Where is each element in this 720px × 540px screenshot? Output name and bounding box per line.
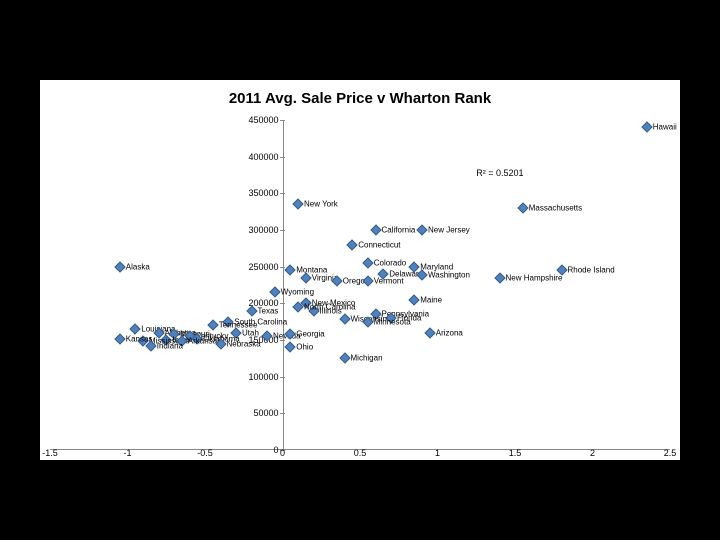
y-tick-mark (280, 377, 283, 378)
y-tick-mark (280, 267, 283, 268)
scatter-point (285, 265, 296, 276)
scatter-point (114, 261, 125, 272)
point-label: Utah (242, 328, 259, 337)
scatter-point (347, 239, 358, 250)
scatter-point (416, 224, 427, 235)
y-tick-mark (280, 230, 283, 231)
y-tick-label: 350000 (248, 188, 278, 198)
y-tick-mark (280, 303, 283, 304)
point-label: Georgia (296, 330, 324, 339)
scatter-point (362, 257, 373, 268)
point-label: North Carolina (304, 303, 356, 312)
scatter-point (339, 353, 350, 364)
point-label: Maine (420, 295, 442, 304)
point-label: Texas (258, 306, 279, 315)
point-label: New Jersey (428, 226, 470, 235)
scatter-plot-area: 0500001000001500002000002500003000003500… (50, 120, 670, 450)
y-tick-label: 0 (273, 445, 278, 455)
x-tick-label: -0.5 (197, 448, 213, 458)
scatter-point (517, 202, 528, 213)
scatter-point (416, 270, 427, 281)
scatter-point (130, 323, 141, 334)
point-label: Vermont (374, 277, 404, 286)
point-label: Rhode Island (568, 266, 615, 275)
point-label: Indiana (157, 341, 183, 350)
scatter-point (641, 122, 652, 133)
y-tick-mark (280, 193, 283, 194)
point-label: Hawaii (653, 123, 677, 132)
scatter-point (424, 327, 435, 338)
point-label: Nebraska (227, 339, 261, 348)
point-label: New York (304, 200, 338, 209)
y-tick-label: 250000 (248, 262, 278, 272)
point-label: Ohio (296, 343, 313, 352)
x-tick-label: 1 (435, 448, 440, 458)
y-tick-label: 50000 (253, 408, 278, 418)
scatter-point (292, 199, 303, 210)
x-tick-label: 1.5 (509, 448, 522, 458)
point-label: Wyoming (281, 288, 314, 297)
chart-frame: 2011 Avg. Sale Price v Wharton Rank R² =… (40, 80, 680, 460)
chart-title: 2011 Avg. Sale Price v Wharton Rank (40, 90, 680, 107)
scatter-point (494, 272, 505, 283)
y-tick-label: 100000 (248, 372, 278, 382)
x-tick-label: 2 (590, 448, 595, 458)
y-tick-label: 300000 (248, 225, 278, 235)
x-tick-label: -1 (123, 448, 131, 458)
y-tick-label: 450000 (248, 115, 278, 125)
point-label: Minnesota (374, 317, 411, 326)
point-label: Washington (428, 271, 470, 280)
point-label: Colorado (374, 259, 406, 268)
y-tick-mark (280, 413, 283, 414)
y-tick-label: 400000 (248, 152, 278, 162)
y-axis-line (283, 120, 284, 450)
point-label: New Hampshire (506, 273, 563, 282)
scatter-point (339, 314, 350, 325)
point-label: California (382, 226, 416, 235)
scatter-point (269, 287, 280, 298)
scatter-point (370, 224, 381, 235)
x-tick-label: 0 (280, 448, 285, 458)
y-tick-mark (280, 120, 283, 121)
y-tick-mark (280, 157, 283, 158)
x-tick-label: 0.5 (354, 448, 367, 458)
scatter-point (114, 333, 125, 344)
point-label: Arizona (436, 328, 463, 337)
scatter-point (285, 342, 296, 353)
x-tick-label: 2.5 (664, 448, 677, 458)
point-label: Connecticut (358, 240, 400, 249)
point-label: Maryland (420, 262, 453, 271)
x-tick-label: -1.5 (42, 448, 58, 458)
point-label: Michigan (351, 354, 383, 363)
point-label: Alaska (126, 262, 150, 271)
scatter-point (409, 294, 420, 305)
point-label: Massachusetts (529, 204, 582, 213)
